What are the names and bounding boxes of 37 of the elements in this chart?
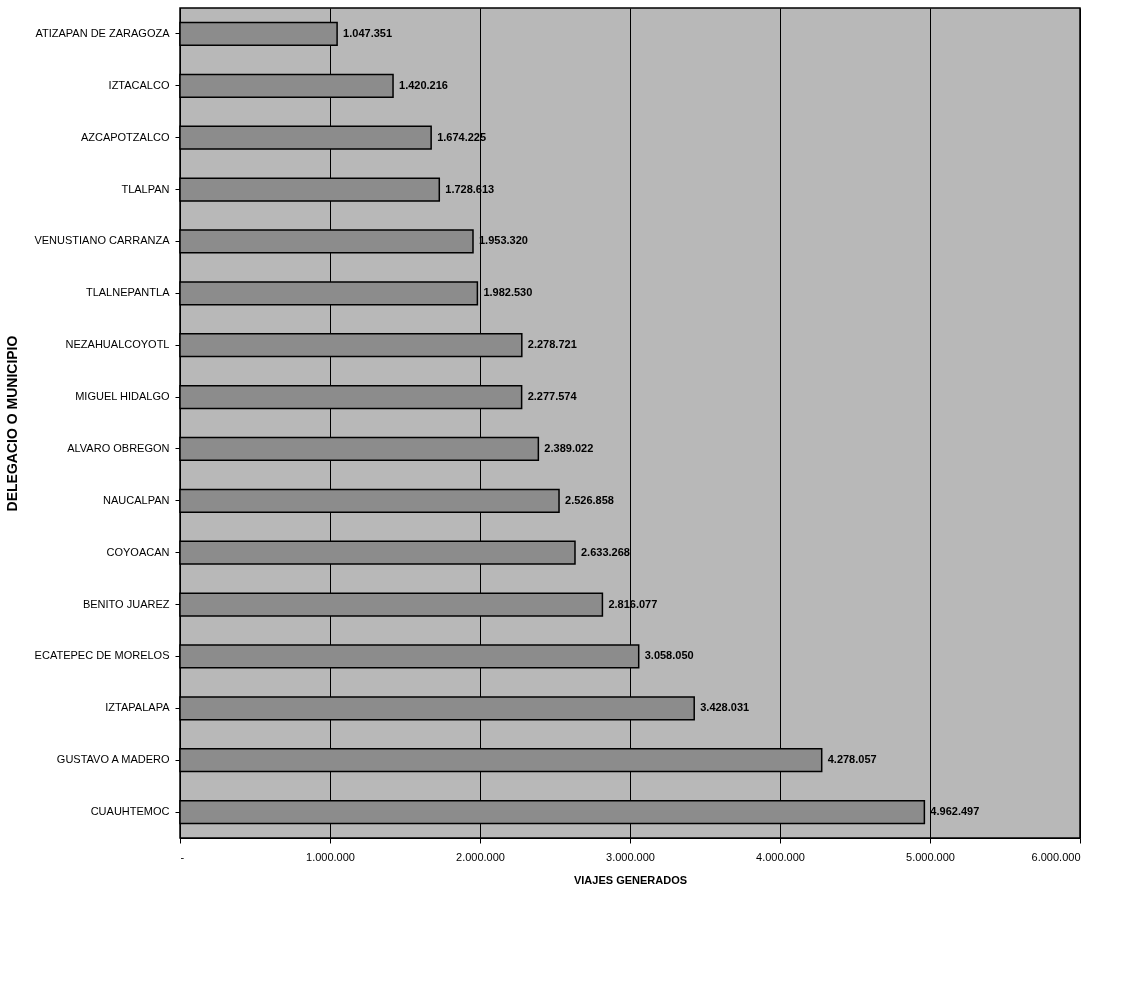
y-tick-label: NAUCALPAN: [103, 493, 170, 506]
data-label: 2.277.574: [527, 390, 578, 403]
x-tick-label: 2.000.000: [456, 850, 505, 863]
data-label: 4.962.497: [930, 805, 980, 818]
data-label: 1.982.530: [483, 286, 533, 299]
y-tick-label: ATIZAPAN DE ZARAGOZA: [35, 26, 171, 39]
data-label: 3.058.050: [644, 649, 694, 662]
y-tick-label: NEZAHUALCOYOTL: [65, 338, 170, 351]
y-tick-label: MIGUEL HIDALGO: [75, 390, 170, 403]
x-tick-label: 6.000.000: [1031, 850, 1081, 863]
y-tick-label: TLALPAN: [121, 182, 170, 195]
y-tick-label: GUSTAVO A MADERO: [56, 753, 170, 766]
y-tick-label: ECATEPEC DE MORELOS: [34, 649, 170, 662]
data-label: 2.389.022: [544, 441, 594, 454]
x-tick-label: -: [180, 850, 185, 863]
x-tick-label: 3.000.000: [606, 850, 655, 863]
data-label: 4.278.057: [827, 753, 877, 766]
y-tick-label: AZCAPOTZALCO: [80, 130, 170, 143]
x-tick-label: 4.000.000: [756, 850, 805, 863]
data-label: 2.526.858: [565, 493, 614, 506]
y-axis-title: DELEGACIO O MUNICIPIO: [4, 335, 21, 512]
data-label: 1.047.351: [343, 26, 393, 39]
data-label: 1.420.216: [399, 78, 448, 91]
y-tick-label: TLALNEPANTLA: [85, 286, 171, 299]
y-tick-label: IZTACALCO: [108, 78, 170, 91]
y-tick-label: BENITO JUAREZ: [82, 597, 170, 610]
data-label: 2.633.268: [580, 545, 630, 558]
x-axis-title: VIAJES GENERADOS: [573, 873, 688, 886]
y-tick-label: COYOACAN: [106, 545, 170, 558]
data-label: 3.428.031: [700, 701, 750, 714]
y-tick-label: IZTAPALAPA: [105, 701, 171, 714]
x-tick-label: 1.000.000: [306, 850, 355, 863]
y-tick-label: ALVARO OBREGON: [67, 441, 170, 454]
y-tick-label: CUAUHTEMOC: [90, 805, 170, 818]
x-tick-label: 5.000.000: [906, 850, 955, 863]
y-tick-label: VENUSTIANO CARRANZA: [34, 234, 171, 247]
data-label: 2.278.721: [527, 338, 577, 351]
